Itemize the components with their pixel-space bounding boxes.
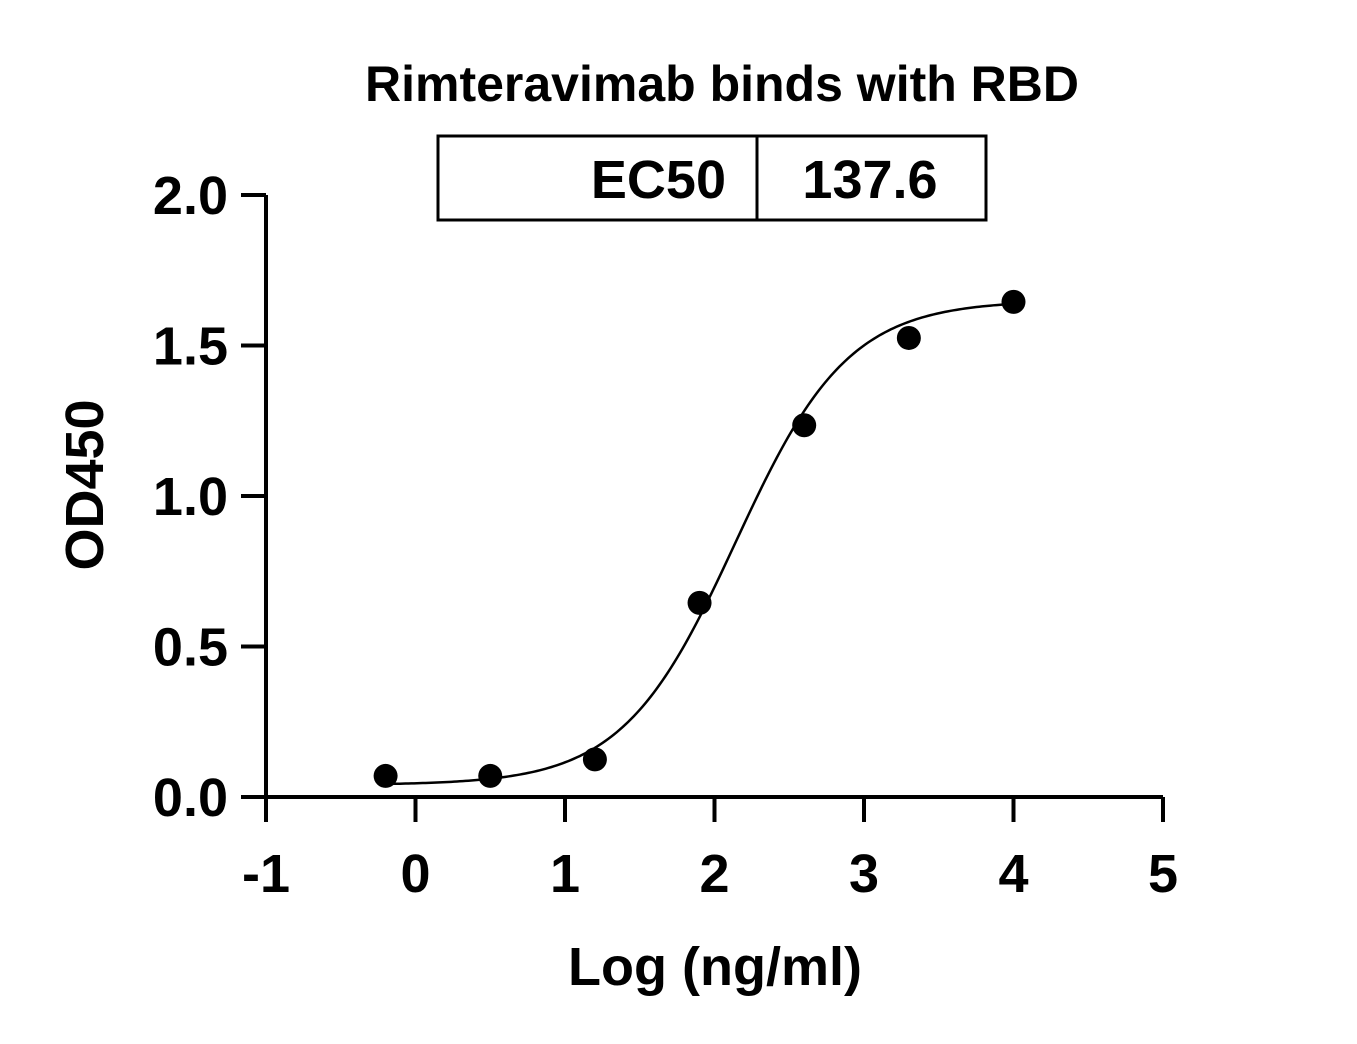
ec50-label: EC50 bbox=[591, 150, 726, 210]
data-point bbox=[478, 763, 503, 788]
data-point bbox=[896, 325, 921, 350]
y-tick-label: 0.5 bbox=[153, 618, 228, 678]
axes bbox=[264, 195, 1163, 799]
x-tick-label: 1 bbox=[550, 844, 580, 904]
data-point bbox=[792, 413, 817, 438]
data-point bbox=[687, 590, 712, 615]
y-tick-label: 0.0 bbox=[153, 768, 228, 828]
ec50-value: 137.6 bbox=[802, 150, 937, 210]
ec50-table-border bbox=[436, 134, 988, 222]
y-tick-label: 1.5 bbox=[153, 317, 228, 377]
y-tick-label: 1.0 bbox=[153, 467, 228, 527]
data-points bbox=[373, 289, 1026, 788]
data-point bbox=[582, 747, 607, 772]
y-ticks: 0.0 0.5 1.0 1.5 2.0 bbox=[153, 166, 266, 828]
ec50-table: EC50 137.6 bbox=[436, 134, 988, 222]
data-point bbox=[373, 763, 398, 788]
x-axis-label: Log (ng/ml) bbox=[568, 937, 862, 997]
x-tick-label: -1 bbox=[242, 844, 290, 904]
x-tick-label: 2 bbox=[699, 844, 729, 904]
x-tick-label: 4 bbox=[998, 844, 1028, 904]
chart-title: Rimteravimab binds with RBD bbox=[365, 56, 1079, 112]
x-tick-label: 0 bbox=[400, 844, 430, 904]
x-tick-label: 3 bbox=[849, 844, 879, 904]
data-point bbox=[1001, 289, 1026, 314]
x-ticks: -1 0 1 2 3 4 5 bbox=[242, 797, 1178, 904]
y-axis-label: OD450 bbox=[55, 399, 115, 570]
y-tick-label: 2.0 bbox=[153, 166, 228, 226]
x-tick-label: 5 bbox=[1148, 844, 1178, 904]
fit-curve bbox=[385, 302, 1014, 786]
